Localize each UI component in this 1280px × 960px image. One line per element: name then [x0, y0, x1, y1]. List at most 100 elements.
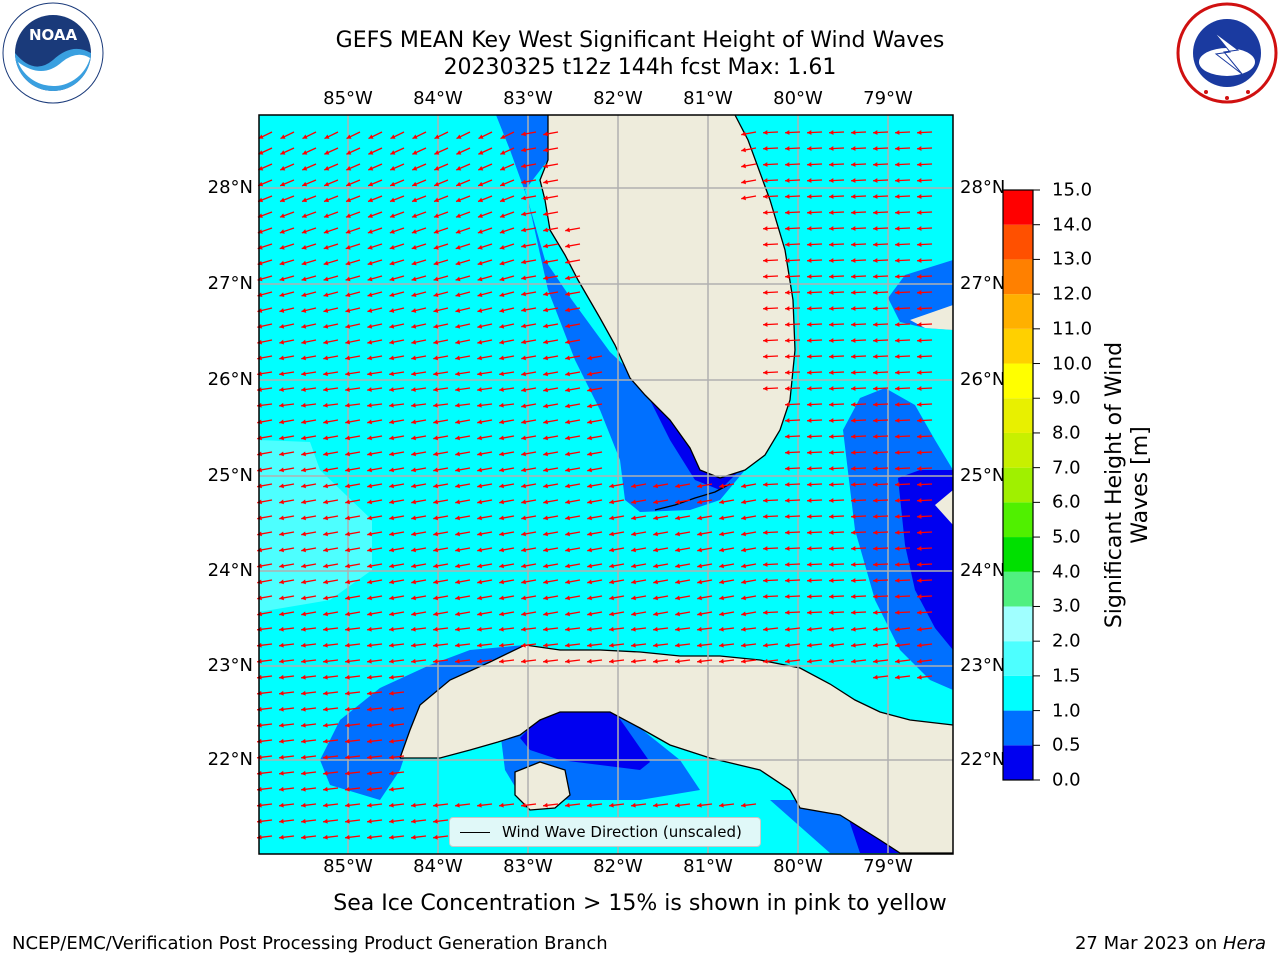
wave-arrow-head — [851, 386, 856, 391]
wave-arrow-head — [609, 802, 614, 808]
wave-arrow-head — [873, 610, 878, 615]
wave-arrow-head — [302, 150, 308, 155]
wave-arrow-head — [345, 531, 350, 537]
wave-arrow-head — [279, 387, 284, 392]
wave-arrow-head — [741, 579, 746, 585]
wave-arrow-head — [477, 595, 482, 601]
wave-arrow-head — [411, 229, 417, 234]
wave-arrow-head — [301, 658, 306, 664]
wave-arrow-head — [433, 435, 438, 441]
wave-arrow-head — [895, 322, 900, 327]
wave-arrow-head — [411, 818, 416, 824]
wave-arrow-head — [763, 290, 768, 295]
wave-arrow-head — [477, 387, 482, 392]
wave-arrow-head — [301, 245, 307, 250]
wave-arrow-head — [873, 162, 878, 167]
wave-arrow-head — [433, 339, 439, 345]
wave-arrow-head — [433, 563, 438, 569]
wave-arrow-head — [345, 786, 350, 792]
wave-arrow-head — [367, 339, 373, 345]
wave-arrow-head — [851, 226, 856, 231]
wave-arrow-head — [741, 658, 746, 664]
wave-arrow-head — [829, 546, 834, 551]
wave-arrow-head — [389, 658, 394, 664]
wave-arrow-head — [763, 226, 768, 231]
colorbar-segment — [1003, 710, 1033, 746]
wave-arrow-head — [477, 531, 482, 537]
wave-arrow-head — [279, 722, 284, 728]
wave-arrow-head — [433, 229, 439, 234]
wave-arrow-head — [411, 323, 417, 329]
wave-arrow-head — [389, 339, 395, 345]
cuba-north-coastline — [399, 644, 954, 759]
wave-arrow-head — [785, 274, 790, 279]
wave-arrow-head — [741, 179, 746, 185]
colorbar — [1002, 189, 1040, 781]
wave-arrow-head — [521, 211, 526, 217]
wave-arrow-head — [917, 514, 922, 519]
wave-arrow-head — [345, 642, 350, 648]
wave-arrow-head — [323, 339, 329, 345]
wave-arrow-head — [345, 499, 350, 505]
wave-arrow-head — [368, 197, 373, 203]
wave-arrow-head — [917, 306, 922, 311]
wave-arrow-head — [719, 499, 724, 505]
wave-arrow-head — [829, 210, 834, 215]
wave-arrow-head — [895, 658, 900, 664]
wave-arrow-head — [565, 355, 570, 361]
wave-arrow-head — [807, 290, 812, 295]
wave-arrow-head — [873, 242, 878, 247]
colorbar-segment — [1003, 641, 1033, 676]
wave-arrow-head — [455, 435, 460, 441]
wave-arrow-head — [851, 514, 856, 519]
wave-arrow-head — [367, 229, 373, 234]
wave-arrow-head — [587, 419, 592, 425]
wave-arrow-head — [763, 370, 768, 375]
wave-arrow-head — [521, 275, 526, 281]
wave-arrow-head — [807, 546, 812, 551]
wave-arrow-head — [829, 370, 834, 375]
wave-arrow-head — [433, 245, 439, 250]
wave-arrow-head — [521, 642, 526, 648]
wave-arrow-head — [807, 562, 812, 567]
wave-arrow-head — [565, 499, 570, 505]
wave-arrow-head — [279, 323, 285, 329]
wave-arrow-head — [785, 642, 790, 648]
wave-arrow-head — [785, 146, 790, 151]
wave-arrow-head — [675, 611, 680, 617]
wave-arrow-head — [301, 818, 306, 824]
wave-arrow-head — [719, 483, 724, 489]
wave-arrow-head — [279, 515, 284, 521]
wave-arrow-head — [455, 611, 460, 617]
wave-arrow-head — [345, 402, 350, 408]
wave-arrow-head — [895, 210, 900, 215]
wave-arrow-head — [543, 579, 548, 585]
wave-arrow-head — [873, 530, 878, 535]
wave-arrow-head — [587, 626, 592, 632]
wave-arrow-head — [653, 626, 658, 632]
wave-arrow-head — [785, 402, 790, 407]
wave-arrow-head — [675, 531, 680, 537]
wave-arrow-head — [412, 197, 417, 203]
wave-arrow-head — [851, 610, 856, 615]
wave-arrow-head — [411, 626, 416, 632]
wave-arrow-head — [873, 338, 878, 343]
wave-arrow-head — [741, 802, 746, 808]
wave-arrow-head — [565, 611, 570, 617]
wave-arrow-head — [697, 658, 702, 664]
wave-arrow-head — [785, 258, 790, 263]
wave-arrow-head — [367, 515, 372, 521]
wave-arrow-head — [301, 802, 306, 808]
wave-arrow-head — [368, 166, 374, 171]
wave-arrow-head — [543, 626, 548, 632]
colorbar-level-label: 5.0 — [1052, 526, 1081, 548]
wave-arrow-head — [323, 276, 329, 282]
wave-arrow-head — [279, 626, 284, 632]
wave-arrow-head — [763, 642, 768, 648]
wave-arrow-head — [565, 483, 570, 489]
wave-arrow-head — [653, 515, 658, 521]
wave-arrow-head — [873, 370, 878, 375]
colorbar-level-label: 4.0 — [1052, 561, 1081, 583]
wave-arrow-head — [345, 451, 350, 457]
wave-arrow-head — [302, 197, 307, 203]
